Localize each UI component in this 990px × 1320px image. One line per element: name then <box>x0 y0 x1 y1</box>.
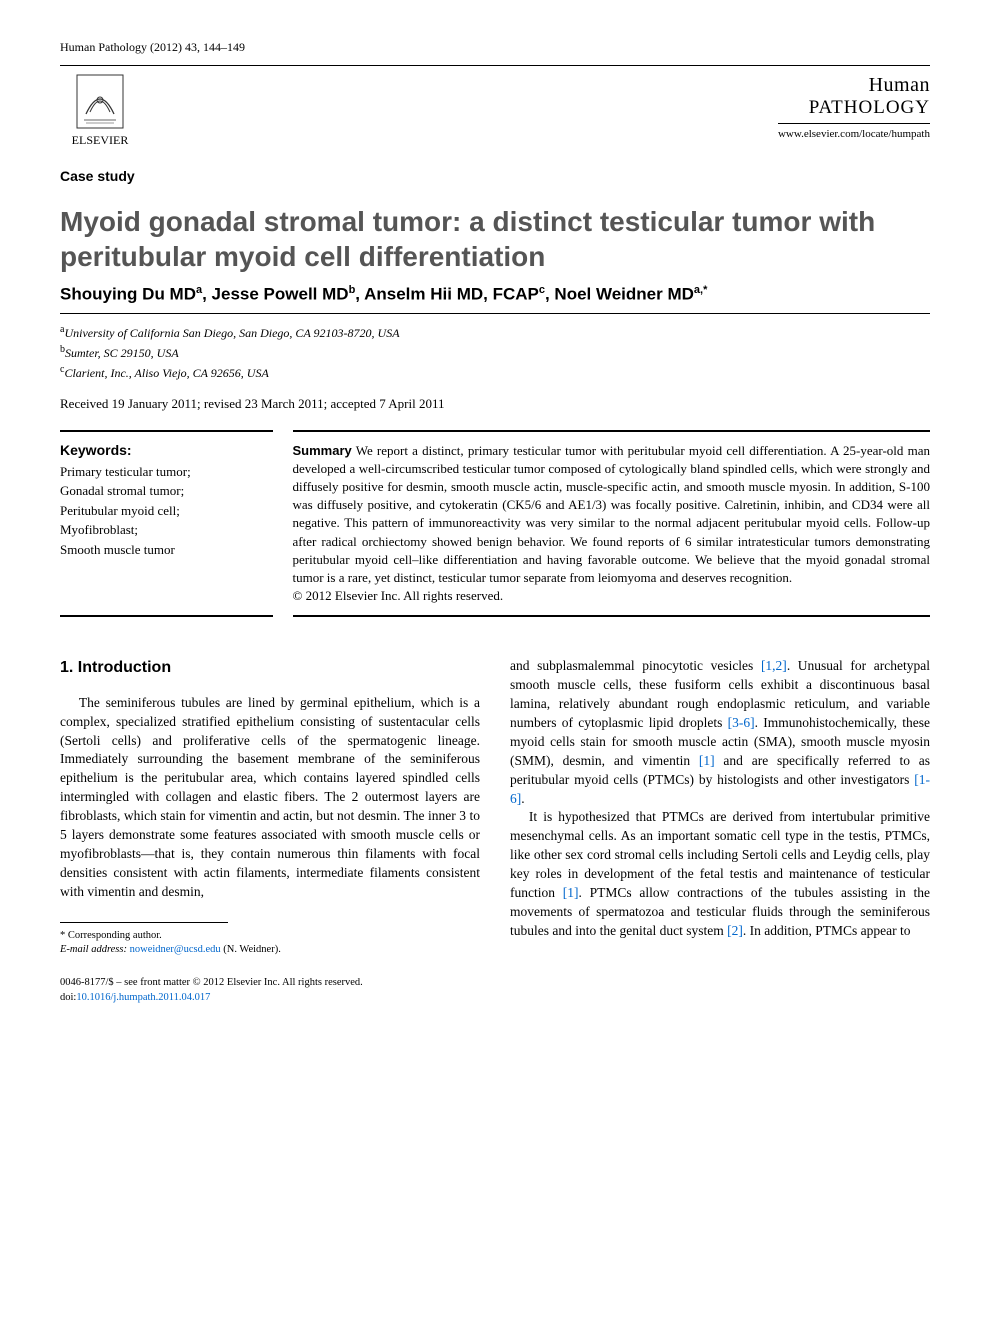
corresponding-author-footnote: * Corresponding author. E-mail address: … <box>60 929 480 958</box>
summary-column: Summary We report a distinct, primary te… <box>293 430 931 618</box>
doi-block: 0046-8177/$ – see front matter © 2012 El… <box>60 976 480 1005</box>
body-columns: 1. Introduction The seminiferous tubules… <box>60 657 930 1005</box>
running-head: Human Pathology (2012) 43, 144–149 <box>60 40 930 55</box>
intro-para-1-continued: and subplasmalemmal pinocytotic vesicles… <box>510 657 930 808</box>
divider-line <box>60 313 930 314</box>
intro-para-1: The seminiferous tubules are lined by ge… <box>60 694 480 902</box>
affiliation-line: cClarient, Inc., Aliso Viejo, CA 92656, … <box>60 362 930 382</box>
publisher-name: ELSEVIER <box>72 133 129 148</box>
email-label: E-mail address: <box>60 944 127 955</box>
journal-url[interactable]: www.elsevier.com/locate/humpath <box>778 123 930 140</box>
keywords-column: Keywords: Primary testicular tumor;Gonad… <box>60 430 273 618</box>
journal-block: Human PATHOLOGY www.elsevier.com/locate/… <box>778 74 930 140</box>
elsevier-logo-icon <box>76 74 124 129</box>
reference-link[interactable]: [2] <box>727 923 743 938</box>
reference-link[interactable]: [1] <box>563 885 579 900</box>
intro-para-2: It is hypothesized that PTMCs are derive… <box>510 808 930 940</box>
section-1-heading: 1. Introduction <box>60 657 480 679</box>
footnote-separator <box>60 922 228 923</box>
footnote-marker: * Corresponding author. <box>60 929 480 944</box>
header-row: ELSEVIER Human PATHOLOGY www.elsevier.co… <box>60 65 930 148</box>
text-span: and subplasmalemmal pinocytotic vesicles <box>510 658 761 673</box>
doi-link[interactable]: 10.1016/j.humpath.2011.04.017 <box>76 992 210 1003</box>
email-author-name: (N. Weidner). <box>221 944 281 955</box>
affiliation-line: aUniversity of California San Diego, San… <box>60 322 930 342</box>
summary-copyright: © 2012 Elsevier Inc. All rights reserved… <box>293 587 931 605</box>
journal-title-line1: Human <box>778 74 930 97</box>
front-matter-line: 0046-8177/$ – see front matter © 2012 El… <box>60 976 480 991</box>
reference-link[interactable]: [1,2] <box>761 658 787 673</box>
text-span: . <box>521 791 524 806</box>
keywords-list: Primary testicular tumor;Gonadal stromal… <box>60 462 273 560</box>
article-dates: Received 19 January 2011; revised 23 Mar… <box>60 396 930 412</box>
reference-link[interactable]: [3-6] <box>728 715 755 730</box>
abstract-box: Keywords: Primary testicular tumor;Gonad… <box>60 430 930 618</box>
summary-label: Summary <box>293 443 352 458</box>
article-title: Myoid gonadal stromal tumor: a distinct … <box>60 204 930 274</box>
affiliation-line: bSumter, SC 29150, USA <box>60 342 930 362</box>
doi-prefix: doi: <box>60 992 76 1003</box>
author-email-link[interactable]: noweidner@ucsd.edu <box>130 944 221 955</box>
article-type: Case study <box>60 168 930 184</box>
right-column: and subplasmalemmal pinocytotic vesicles… <box>510 657 930 1005</box>
journal-title-line2: PATHOLOGY <box>778 97 930 119</box>
summary-text: We report a distinct, primary testicular… <box>293 443 931 585</box>
reference-link[interactable]: [1] <box>699 753 715 768</box>
text-span: . In addition, PTMCs appear to <box>743 923 911 938</box>
publisher-block: ELSEVIER <box>60 74 140 148</box>
author-list: Shouying Du MDa, Jesse Powell MDb, Ansel… <box>60 284 930 305</box>
keywords-heading: Keywords: <box>60 442 273 458</box>
left-column: 1. Introduction The seminiferous tubules… <box>60 657 480 1005</box>
affiliations: aUniversity of California San Diego, San… <box>60 322 930 382</box>
